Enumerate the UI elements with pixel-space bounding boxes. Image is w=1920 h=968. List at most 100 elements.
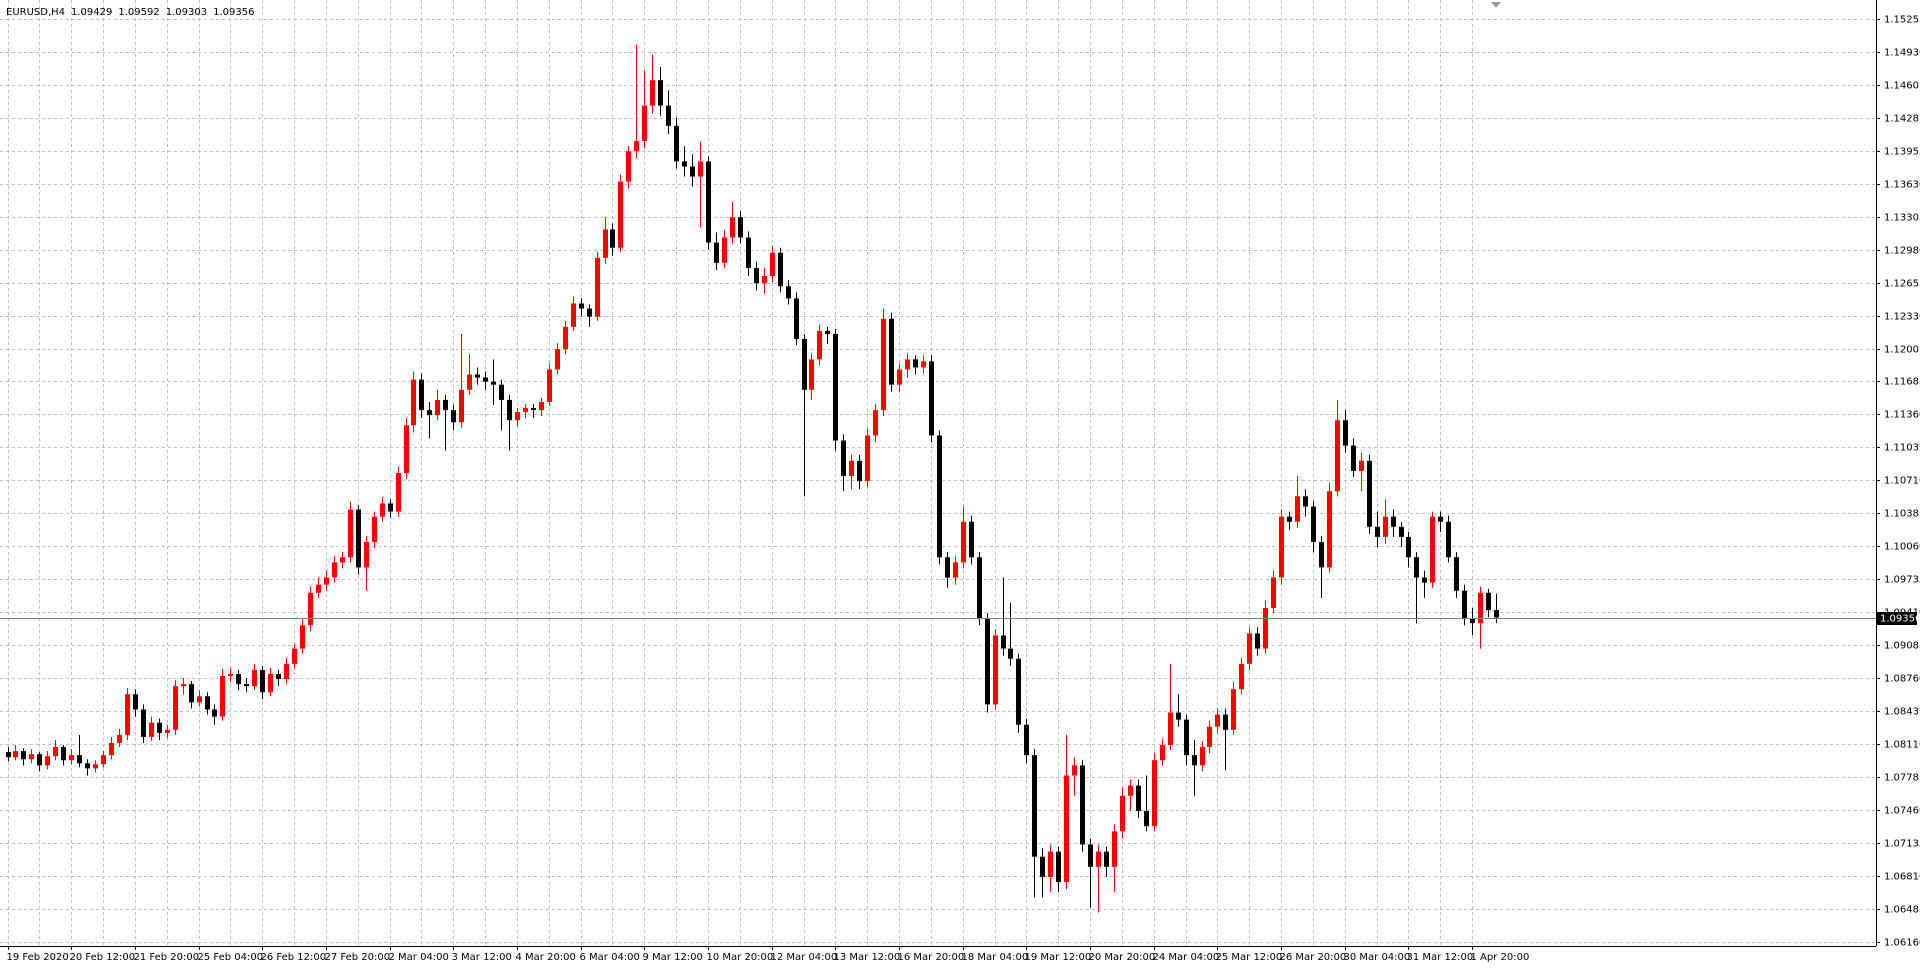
candle-body bbox=[483, 377, 488, 382]
candle-body bbox=[690, 166, 695, 177]
candle-body bbox=[1351, 445, 1356, 471]
candle-body bbox=[1446, 521, 1451, 558]
candle-body bbox=[738, 217, 743, 238]
candle-body bbox=[1319, 542, 1324, 568]
candle-body bbox=[610, 229, 615, 248]
candle-body bbox=[993, 635, 998, 705]
candle-body bbox=[236, 673, 241, 685]
candle-body bbox=[1215, 714, 1220, 727]
candle-body bbox=[929, 361, 934, 436]
y-tick-label: 1.08760 bbox=[1884, 674, 1920, 685]
candle-body bbox=[1168, 712, 1173, 746]
candle-body bbox=[1088, 844, 1093, 867]
candle-body bbox=[794, 298, 799, 340]
candle-body bbox=[197, 696, 202, 703]
candle-body bbox=[133, 694, 138, 710]
candle-body bbox=[435, 399, 440, 416]
candle-body bbox=[857, 460, 862, 482]
candle-body bbox=[937, 435, 942, 558]
candle-body bbox=[977, 557, 982, 619]
candle-body bbox=[173, 686, 178, 730]
candle-body bbox=[21, 751, 26, 760]
chart-shift-marker bbox=[1491, 2, 1501, 8]
candle-body bbox=[1311, 506, 1316, 543]
x-tick-label: 4 Mar 20:00 bbox=[516, 952, 576, 963]
x-tick-label: 19 Mar 12:00 bbox=[1025, 952, 1092, 963]
candle-body bbox=[252, 669, 257, 687]
candle-body bbox=[626, 151, 631, 182]
candle-body bbox=[53, 747, 58, 757]
candle-body bbox=[284, 663, 289, 680]
y-tick-label: 1.1428 bbox=[1884, 114, 1919, 125]
candle-body bbox=[451, 410, 456, 423]
y-tick-label: 1.06810 bbox=[1884, 872, 1920, 883]
y-tick-label: 1.08435 bbox=[1884, 707, 1920, 718]
candle-body bbox=[1303, 496, 1308, 507]
candle-body bbox=[706, 161, 711, 243]
candle-body bbox=[1056, 851, 1061, 883]
candle-body bbox=[332, 562, 337, 578]
candle-body bbox=[1263, 607, 1268, 649]
title-price: 1.09429 bbox=[71, 7, 112, 18]
candle-body bbox=[101, 755, 106, 765]
y-tick-label: 1.11685 bbox=[1884, 377, 1920, 388]
candle-body bbox=[762, 276, 767, 284]
candle-body bbox=[1399, 526, 1404, 537]
candle-body bbox=[889, 318, 894, 385]
candle-body bbox=[1478, 592, 1483, 624]
candle-body bbox=[945, 557, 950, 578]
candle-body bbox=[921, 361, 926, 368]
candle-body bbox=[268, 673, 273, 693]
candle-body bbox=[1383, 516, 1388, 537]
candle-body bbox=[1430, 516, 1435, 583]
axis-labels: 1.15255 1.14930 1.14605 1.1428 1.13955 1.1363… bbox=[7, 15, 1920, 964]
candle-body bbox=[618, 181, 623, 248]
candle-body bbox=[205, 696, 210, 710]
candle-body bbox=[1048, 851, 1053, 877]
candle-body bbox=[475, 374, 480, 378]
candle-body bbox=[324, 577, 329, 585]
candle-body bbox=[1295, 496, 1300, 522]
y-tick-label: 1.10385 bbox=[1884, 509, 1920, 520]
candle-body bbox=[833, 333, 838, 441]
y-tick-label: 1.06485 bbox=[1884, 905, 1920, 916]
candle-body bbox=[372, 516, 377, 543]
candle-body bbox=[1120, 795, 1125, 832]
candle-body bbox=[1223, 714, 1228, 730]
candle-body bbox=[603, 229, 608, 258]
candle-body bbox=[825, 330, 830, 334]
candle-body bbox=[714, 242, 719, 263]
candle-body bbox=[547, 369, 552, 402]
x-tick-label: 16 Mar 20:00 bbox=[898, 952, 965, 963]
x-tick-label: 19 Feb 2020 bbox=[7, 952, 69, 963]
candle-body bbox=[1287, 516, 1292, 522]
candle-body bbox=[523, 408, 528, 413]
candle-body bbox=[459, 389, 464, 423]
candle-body bbox=[1160, 745, 1165, 761]
candle-body bbox=[1001, 635, 1006, 649]
candle-body bbox=[961, 521, 966, 563]
candle-body bbox=[873, 410, 878, 436]
candle-body bbox=[1486, 592, 1491, 611]
candle-body bbox=[754, 267, 759, 284]
candle-body bbox=[1327, 491, 1332, 568]
candle-body bbox=[491, 381, 496, 385]
y-tick-label: 1.07785 bbox=[1884, 773, 1920, 784]
candle-body bbox=[404, 425, 409, 473]
current-price-label: 1.09356 bbox=[1880, 614, 1920, 625]
candle-body bbox=[1255, 633, 1260, 649]
x-tick-label: 21 Feb 20:00 bbox=[134, 952, 200, 963]
candle-body bbox=[1359, 460, 1364, 471]
y-tick-label: 1.11035 bbox=[1884, 443, 1920, 454]
candle-body bbox=[634, 141, 639, 152]
candle-body bbox=[841, 440, 846, 477]
candle-body bbox=[1454, 557, 1459, 591]
x-tick-label: 30 Mar 04:00 bbox=[1344, 952, 1411, 963]
x-tick-label: 1 Apr 20:00 bbox=[1471, 952, 1530, 963]
candle-body bbox=[212, 709, 217, 717]
candle-body bbox=[396, 473, 401, 512]
candle-body bbox=[722, 237, 727, 263]
candle-body bbox=[1104, 851, 1109, 867]
